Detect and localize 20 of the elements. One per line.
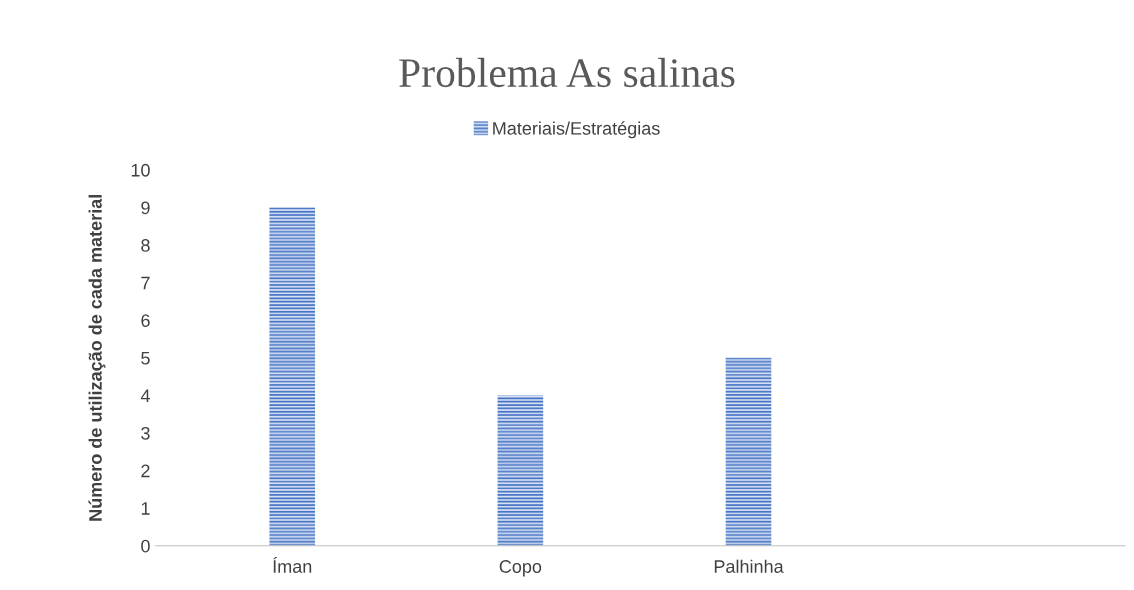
- y-tick-label: 2: [141, 464, 150, 478]
- y-tick-label: 8: [141, 239, 150, 252]
- y-tick-label: 6: [141, 314, 150, 327]
- x-tick-label: Copo: [499, 560, 542, 577]
- y-tick-label: 5: [141, 351, 150, 365]
- x-tick-label: Palhinha: [714, 559, 784, 573]
- y-tick-label: 10: [131, 163, 150, 177]
- bar: [725, 357, 772, 546]
- y-tick-label: 9: [141, 201, 150, 215]
- bar: [497, 395, 544, 546]
- x-tick-label: Íman: [273, 557, 312, 573]
- chart-title: Problema As salinas: [399, 57, 735, 88]
- y-tick-label: 7: [141, 276, 150, 290]
- bar: [269, 207, 316, 546]
- y-axis-title: Número de utilização de cada material: [88, 195, 106, 521]
- y-tick-label: 3: [141, 426, 150, 440]
- y-tick-label: 4: [140, 389, 150, 402]
- legend-label: Materiais/Estratégias: [493, 121, 660, 139]
- y-tick-label: 1: [141, 502, 150, 515]
- y-tick-label: 0: [141, 539, 150, 553]
